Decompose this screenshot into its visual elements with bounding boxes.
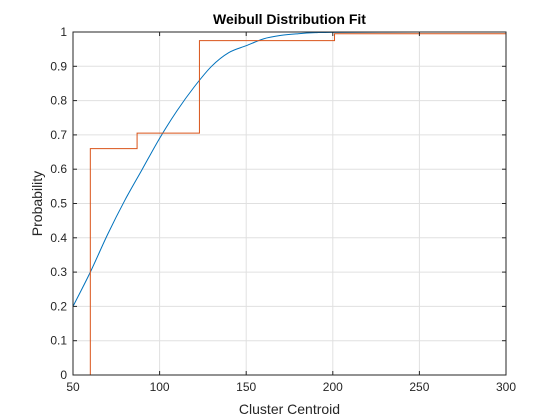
- y-tick-label: 0.9: [50, 59, 67, 73]
- x-tick-label: 50: [66, 380, 80, 394]
- y-tick-label: 0.7: [50, 128, 67, 142]
- grid: [73, 32, 506, 375]
- y-tick-label: 0.3: [50, 265, 67, 279]
- x-tick-label: 100: [150, 380, 170, 394]
- y-tick-label: 0.1: [50, 334, 67, 348]
- y-tick-label: 1: [60, 25, 67, 39]
- y-axis-label: Probability: [29, 171, 45, 236]
- x-axis-label: Cluster Centroid: [239, 401, 340, 417]
- chart-title: Weibull Distribution Fit: [213, 11, 366, 27]
- empirical-cdf-stairs: [89, 33, 506, 375]
- y-tick-label: 0.6: [50, 162, 67, 176]
- x-tick-label: 200: [323, 380, 343, 394]
- x-tick-label: 250: [409, 380, 429, 394]
- x-tick-label: 300: [496, 380, 516, 394]
- y-tick-label: 0: [60, 368, 67, 382]
- x-tick-label: 150: [236, 380, 256, 394]
- y-tick-label: 0.2: [50, 299, 67, 313]
- y-tick-label: 0.5: [50, 197, 67, 211]
- y-tick-label: 0.4: [50, 231, 67, 245]
- ticks: 50 100 150 200 250 300 0 0.1 0.2 0.3 0.4 0.5 0.6 0.7 0…: [50, 25, 516, 394]
- y-tick-label: 0.8: [50, 94, 67, 108]
